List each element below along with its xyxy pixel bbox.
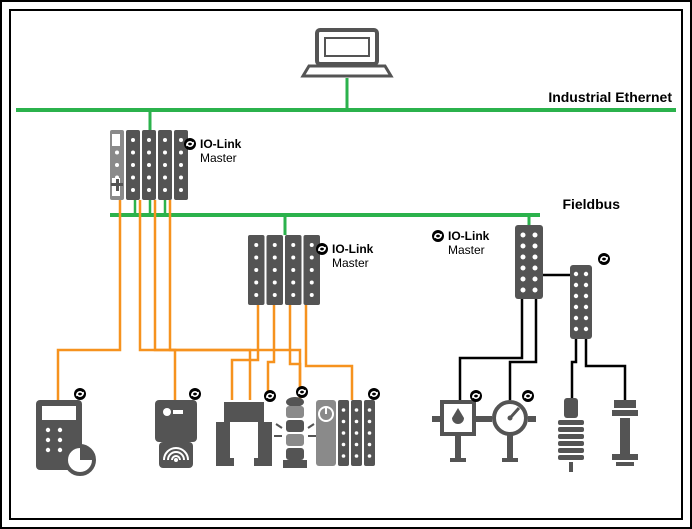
iolink-badge-icon xyxy=(432,230,444,242)
iolink-role-label: Master xyxy=(200,151,237,165)
ethernet-label: Industrial Ethernet xyxy=(548,89,672,105)
iolink-brand-label: IO-Link xyxy=(332,242,374,256)
iolink-role-label: Master xyxy=(448,243,485,257)
iolink-badge-icon xyxy=(189,388,201,400)
iolink-badge-icon xyxy=(368,388,380,400)
diagram-svg: Industrial EthernetFieldbusIO-LinkMaster… xyxy=(0,0,692,529)
rfid-reader xyxy=(155,400,197,468)
io-hub xyxy=(570,265,592,339)
iolink-badge-icon xyxy=(184,138,196,150)
compact-io-master xyxy=(515,225,543,299)
iolink-badge-icon xyxy=(522,390,534,402)
iolink-badge-icon xyxy=(470,390,482,402)
iolink-badge-icon xyxy=(316,243,328,255)
fieldbus-label: Fieldbus xyxy=(562,196,620,212)
iolink-badge-icon xyxy=(74,388,86,400)
iolink-brand-label: IO-Link xyxy=(448,229,490,243)
iolink-badge-icon xyxy=(296,386,308,398)
iolink-role-label: Master xyxy=(332,256,369,270)
iolink-badge-icon xyxy=(264,390,276,402)
iolink-badge-icon xyxy=(598,253,610,265)
diagram-stage: Industrial EthernetFieldbusIO-LinkMaster… xyxy=(0,0,692,529)
drive-module xyxy=(316,400,375,466)
iolink-brand-label: IO-Link xyxy=(200,137,242,151)
io-module-rack xyxy=(110,130,188,200)
